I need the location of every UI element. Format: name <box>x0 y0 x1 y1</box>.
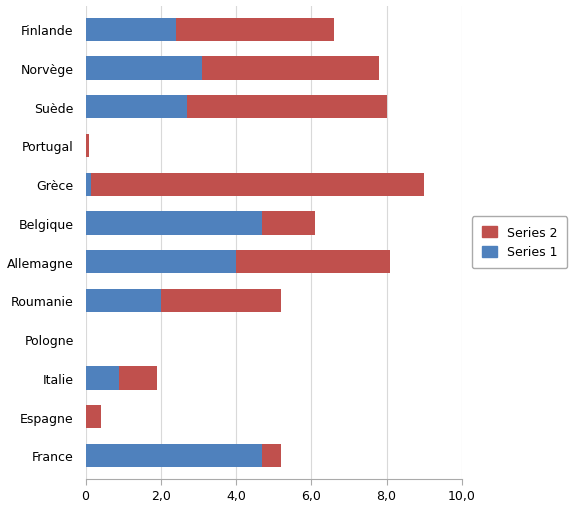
Bar <box>86 212 315 235</box>
Bar <box>86 96 386 119</box>
Bar <box>86 405 101 429</box>
Bar <box>86 18 334 42</box>
Bar <box>86 96 187 119</box>
Bar <box>86 250 390 274</box>
Bar <box>86 444 281 467</box>
Legend: Series 2, Series 1: Series 2, Series 1 <box>472 217 568 269</box>
Bar <box>86 366 157 390</box>
Bar <box>86 289 161 313</box>
Bar <box>86 18 176 42</box>
Bar <box>86 134 89 158</box>
Bar <box>86 444 262 467</box>
Bar <box>86 57 202 80</box>
Bar <box>86 212 262 235</box>
Bar <box>86 289 281 313</box>
Bar <box>86 173 91 196</box>
Bar <box>86 57 379 80</box>
Bar <box>86 366 120 390</box>
Bar <box>86 173 424 196</box>
Bar <box>86 250 236 274</box>
